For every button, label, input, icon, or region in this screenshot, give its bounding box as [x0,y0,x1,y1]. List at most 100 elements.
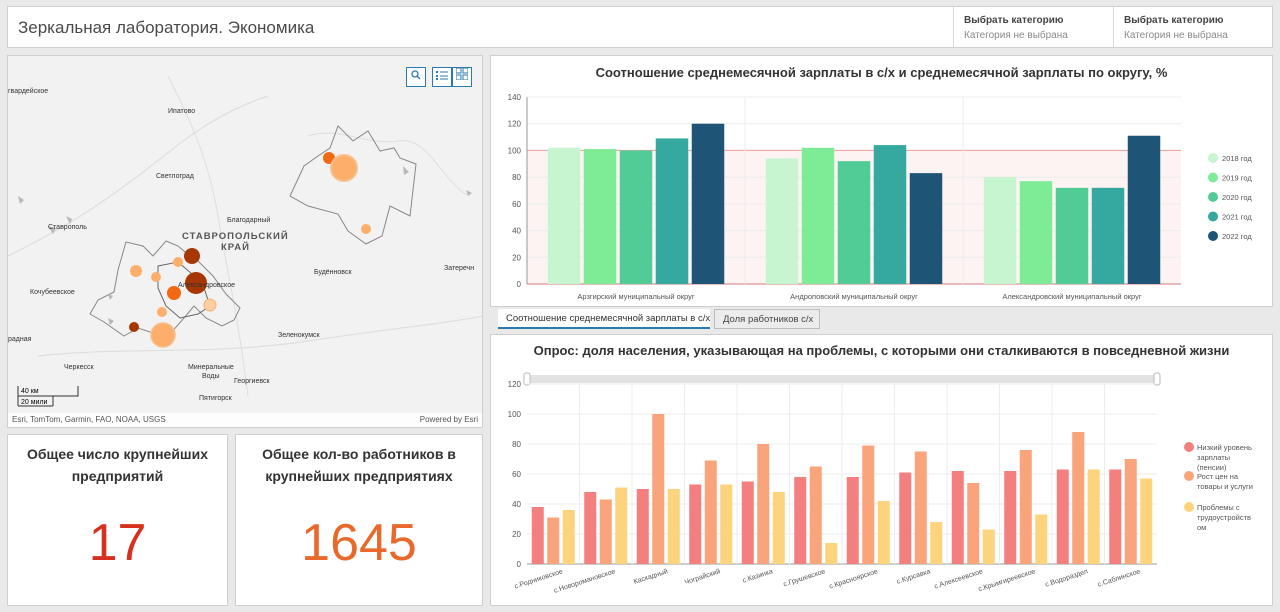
map-marker[interactable] [335,159,353,177]
bar[interactable] [846,477,859,564]
zoom-slider-handle[interactable] [1153,372,1161,386]
bar[interactable] [1055,187,1089,284]
selector-value: Категория не выбрана [964,30,1068,41]
bar[interactable] [1072,432,1085,564]
zoom-slider-track[interactable] [527,375,1157,383]
map-marker[interactable] [173,257,183,267]
bar[interactable] [930,522,943,564]
bar[interactable] [757,444,770,564]
bar[interactable] [615,487,628,565]
bar[interactable] [1127,135,1161,284]
bar[interactable] [691,123,725,284]
bar[interactable] [1109,469,1122,565]
bar[interactable] [1140,478,1153,565]
bar[interactable] [951,471,964,564]
legend-label[interactable]: Рост цен на товары и услуги [1197,472,1253,491]
bar[interactable] [599,499,612,565]
bar[interactable] [1019,181,1053,284]
bar[interactable] [1124,459,1137,564]
map-marker[interactable] [184,248,200,264]
x-tick-label: с.Саблинское [1097,567,1142,588]
x-tick-label: Каскадный [633,567,669,586]
basemap[interactable]: гвардейское Ипатово Светлоград Благодарн… [8,56,483,428]
bar[interactable] [652,414,665,564]
bar[interactable] [1091,187,1125,284]
bar[interactable] [1004,471,1017,564]
basemap-gallery-button[interactable] [452,67,472,87]
map-label: Ипатово [168,108,195,115]
map-marker[interactable] [129,322,139,332]
bar[interactable] [720,484,733,565]
bar[interactable] [584,492,597,564]
legend-label[interactable]: Низкий уровень зарплаты (пенсии) [1197,443,1252,472]
legend-label[interactable]: 2020 год [1222,193,1252,202]
map-marker[interactable] [167,286,181,300]
attribution-text: Esri, TomTom, Garmin, FAO, NOAA, USGS [12,415,166,424]
tab-workers-share[interactable]: Доля работников с/х [714,309,820,329]
bar[interactable] [873,145,907,284]
bar[interactable] [1019,450,1032,564]
bar[interactable] [809,466,822,565]
bar[interactable] [667,489,680,564]
tab-salary-ratio[interactable]: Соотношение среднемесячной зарплаты в с/… [498,309,710,329]
map-marker[interactable] [361,224,371,234]
bar[interactable] [741,481,754,565]
map-panel[interactable]: гвардейское Ипатово Светлоград Благодарн… [7,55,483,428]
map-label: Александровское [178,282,235,289]
legend-label[interactable]: 2018 год [1222,154,1252,163]
search-button[interactable] [406,67,426,87]
bar[interactable] [899,472,912,565]
legend-label[interactable]: 2019 год [1222,174,1252,183]
category-selector-2[interactable]: Выбрать категорию Категория не выбрана [1113,7,1273,47]
y-tick-label: 40 [512,227,521,236]
bar[interactable] [983,177,1017,284]
map-label: Благодарный [227,216,270,224]
bar[interactable] [967,483,980,564]
scale-bar: 40 км 20 мили [17,386,79,407]
map-label: Пятигорск [199,395,233,402]
y-tick-label: 80 [512,173,521,182]
bar[interactable] [704,460,717,565]
legend-label[interactable]: 2021 год [1222,213,1252,222]
legend-label[interactable]: 2022 год [1222,232,1252,241]
bar[interactable] [877,501,890,564]
bar[interactable] [689,484,702,565]
map-marker[interactable] [130,265,142,277]
map-marker[interactable] [157,307,167,317]
map-label: радная [8,336,32,343]
bar[interactable] [862,445,875,565]
powered-by-link[interactable]: Powered by Esri [419,415,478,424]
bar[interactable] [1056,469,1069,565]
bar[interactable] [636,489,649,564]
bar[interactable] [655,138,689,284]
bar[interactable] [547,517,560,565]
map-marker[interactable] [150,322,176,348]
map-marker[interactable] [151,272,161,282]
bar[interactable] [909,173,943,284]
bar[interactable] [1035,514,1048,565]
bar[interactable] [794,477,807,564]
bar[interactable] [982,529,995,565]
bar[interactable] [619,150,653,284]
bar[interactable] [531,507,544,564]
zoom-slider-handle[interactable] [523,372,531,386]
map-label: Будённовск [314,269,352,276]
bar[interactable] [837,161,871,284]
bar[interactable] [562,510,575,564]
map-marker[interactable] [203,298,217,312]
bar[interactable] [914,451,927,565]
bar[interactable] [583,149,617,284]
map-marker[interactable] [185,272,207,294]
category-selector-1[interactable]: Выбрать категорию Категория не выбрана [953,7,1113,47]
bar[interactable] [765,158,799,284]
bar[interactable] [772,492,785,564]
bar[interactable] [801,147,835,284]
legend-label[interactable]: Проблемы с трудоустройств ом [1197,503,1251,532]
bar[interactable] [825,543,838,564]
legend-button[interactable] [432,67,452,87]
x-tick-label: Арзгирский муниципальный округ [577,292,695,301]
bar[interactable] [547,147,581,284]
map-label: КРАЙ [221,241,250,253]
legend-swatch [1208,231,1218,241]
bar[interactable] [1087,469,1100,565]
